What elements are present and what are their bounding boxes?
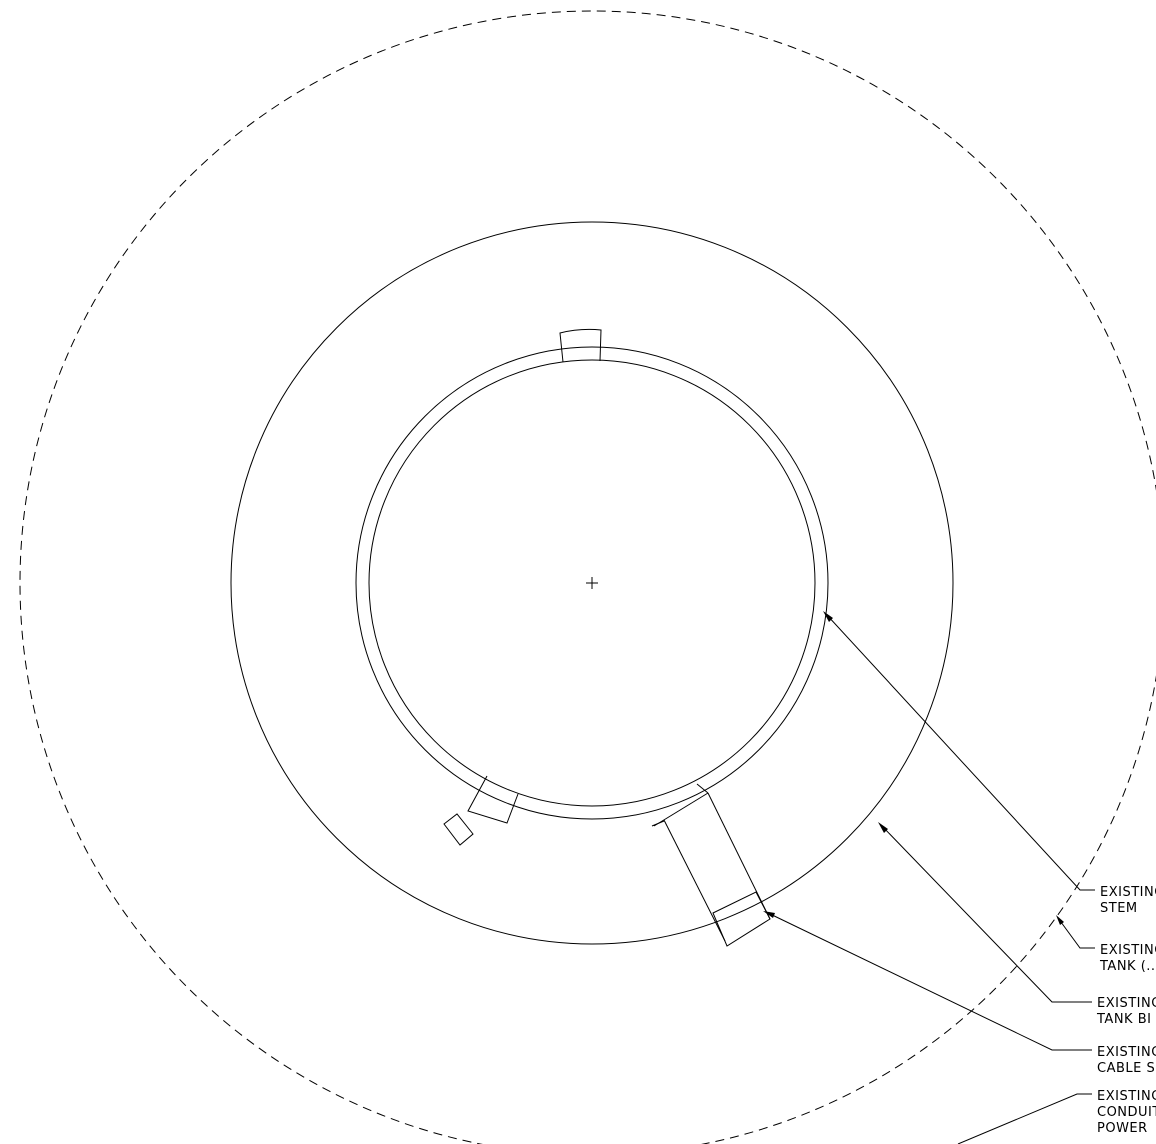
callout-conduit: EXISTING CONDUIT POWER [1097,1089,1156,1136]
callout-stem-line2: STEM [1100,901,1138,916]
callout-conduit-line2: CONDUIT [1097,1105,1156,1120]
stem-ring-outer [355,346,829,820]
callout-tank-base-line1: EXISTING [1097,996,1156,1011]
callout-cable-shaft-line2: CABLE S [1097,1061,1155,1076]
callout-tank: EXISTING TANK (... [1099,943,1156,974]
callout-tank-base: EXISTING TANK BI [1096,996,1156,1027]
leader-stem [823,611,1095,891]
ring-tab-lower-left-large [467,775,519,824]
callout-cable-shaft: EXISTING CABLE S [1097,1045,1156,1076]
cable-shaft [651,783,771,947]
ring-tab-top [559,328,602,363]
leader-tank-base [878,822,1092,1003]
leader-cable-shaft [763,911,1092,1051]
callout-stem-line1: EXISTING [1100,885,1156,900]
callout-conduit-line3: POWER [1097,1121,1148,1136]
tank-base-circle [230,221,954,945]
callout-conduit-line1: EXISTING [1097,1089,1156,1104]
ring-tab-lower-left [443,813,474,846]
stem-ring-inner [368,359,816,807]
callout-stem: EXISTING STEM [1100,885,1156,916]
leader-tank [1056,915,1095,949]
callout-tank-base-line2: TANK BI [1096,1012,1151,1027]
callout-tank-line1: EXISTING [1100,943,1156,958]
callout-cable-shaft-line1: EXISTING [1097,1045,1156,1060]
outer-dashed-boundary [19,10,1156,1144]
callout-tank-line2: TANK (... [1099,959,1156,974]
leader-conduit [957,1093,1092,1144]
center-mark [586,577,598,589]
